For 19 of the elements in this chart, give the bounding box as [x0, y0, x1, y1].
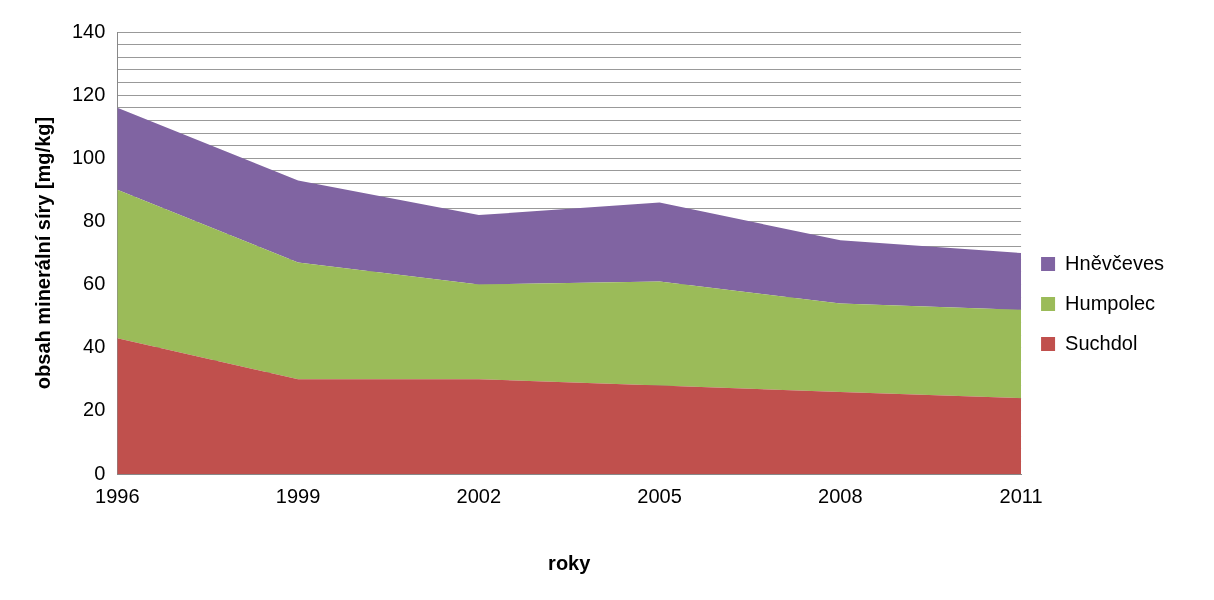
y-axis-title: obsah minerální síry [mg/kg]: [31, 116, 54, 390]
legend-label: Humpolec: [1065, 291, 1156, 314]
x-tick-label: 2005: [637, 484, 682, 507]
x-tick-label: 2011: [999, 484, 1043, 507]
legend-label: Hněvčeves: [1065, 251, 1164, 274]
y-tick-label: 20: [83, 398, 106, 421]
x-tick-label: 1996: [95, 484, 140, 507]
legend-label: Suchdol: [1065, 331, 1138, 354]
x-tick-label: 1999: [275, 484, 321, 507]
y-tick-label: 100: [71, 145, 106, 168]
x-tick-label: 2002: [456, 484, 502, 507]
y-tick-label: 60: [83, 272, 106, 295]
y-tick-label: 80: [83, 208, 106, 231]
y-tick-label: 40: [83, 335, 106, 358]
y-tick-label: 120: [71, 82, 106, 105]
x-axis-title: roky: [548, 551, 592, 574]
x-tick-label: 2008: [818, 484, 863, 507]
y-tick-label: 0: [94, 461, 106, 484]
y-tick-label: 140: [71, 19, 106, 42]
